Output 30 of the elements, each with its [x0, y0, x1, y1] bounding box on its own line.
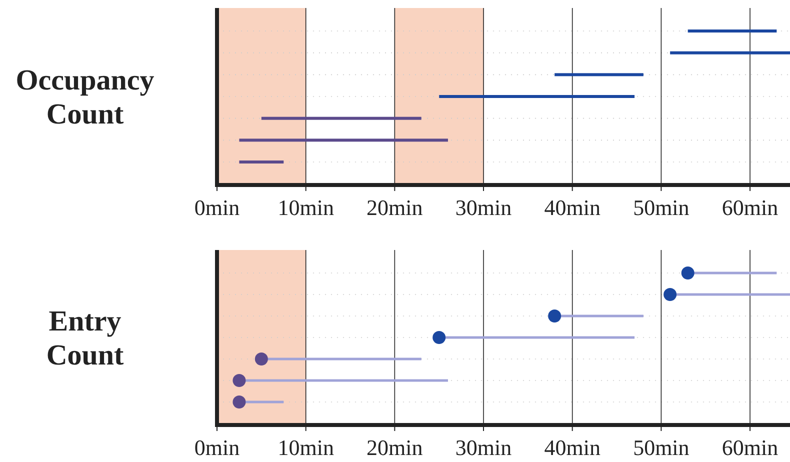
x-tick-label: 60min	[722, 435, 778, 460]
x-tick-label: 20min	[366, 435, 423, 460]
x-tick-label: 0min	[194, 435, 240, 460]
x-tick-label: 30min	[455, 435, 512, 460]
bar	[239, 160, 284, 164]
bar	[554, 73, 644, 76]
point	[681, 266, 694, 280]
x-tick-label: 20min	[366, 195, 423, 220]
x-tick-label: 30min	[455, 195, 512, 220]
bar	[261, 116, 422, 120]
point	[254, 352, 268, 366]
x-tick-label: 40min	[544, 195, 600, 220]
point	[664, 288, 677, 301]
point	[232, 374, 246, 387]
bar	[670, 51, 790, 54]
y-axis-title: Entry Count	[46, 306, 124, 372]
x-tick-label: 10min	[278, 195, 334, 220]
bar	[688, 30, 777, 32]
bar	[239, 138, 448, 142]
point	[232, 396, 246, 408]
y-axis-title: Occupancy Count	[16, 64, 155, 130]
x-tick-label: 40min	[544, 435, 600, 460]
point	[548, 310, 562, 322]
x-tick-label: 10min	[278, 435, 334, 460]
bar	[439, 95, 635, 98]
x-tick-label: 0min	[194, 195, 240, 220]
x-tick-label: 50min	[633, 195, 690, 220]
x-tick-label: 50min	[633, 435, 690, 460]
point	[432, 331, 446, 344]
x-tick-label: 60min	[722, 195, 778, 220]
